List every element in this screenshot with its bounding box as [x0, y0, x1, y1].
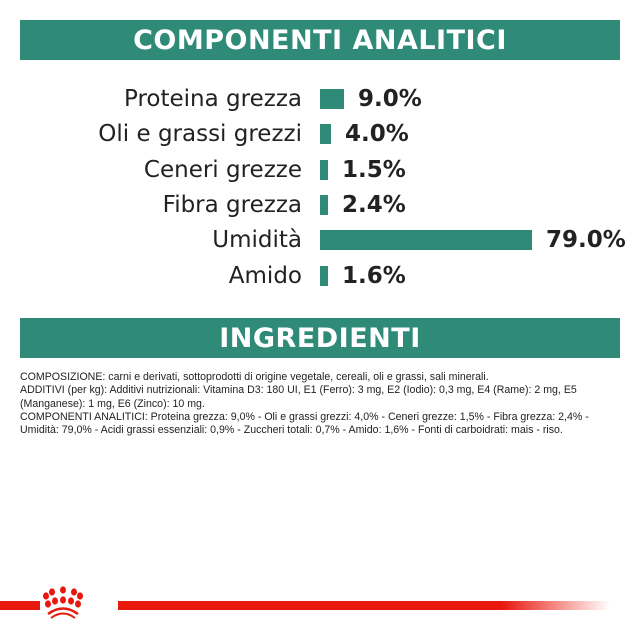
- analytic-header: COMPONENTI ANALITICI: [20, 20, 620, 60]
- component-value: 1.5%: [342, 157, 406, 183]
- component-row: Amido 1.6%: [0, 259, 640, 293]
- component-label: Fibra grezza: [162, 192, 302, 218]
- component-bar: [320, 89, 344, 109]
- additives-text: ADDITIVI (per kg): Additivi nutrizionali…: [20, 384, 577, 410]
- composition-text: COMPOSIZIONE: carni e derivati, sottopro…: [20, 371, 489, 383]
- component-row: Proteina grezza 9.0%: [0, 82, 640, 116]
- component-row: Fibra grezza 2.4%: [0, 188, 640, 222]
- component-bar: [320, 160, 328, 180]
- component-bar: [320, 230, 532, 250]
- component-bar: [320, 124, 331, 144]
- component-bar: [320, 195, 328, 215]
- ingredients-header: INGREDIENTI: [20, 318, 620, 358]
- component-row: Umidità 79.0%: [0, 223, 640, 257]
- component-bar: [320, 266, 328, 286]
- component-label: Ceneri grezze: [143, 157, 302, 183]
- component-value: 2.4%: [342, 192, 406, 218]
- component-label: Umidità: [212, 227, 302, 253]
- component-value: 9.0%: [358, 86, 422, 112]
- component-label: Proteina grezza: [124, 86, 302, 112]
- component-row: Oli e grassi grezzi 4.0%: [0, 117, 640, 151]
- component-value: 79.0%: [546, 227, 626, 253]
- component-value: 4.0%: [345, 121, 409, 147]
- analytic-text: COMPONENTI ANALITICI: Proteina grezza: 9…: [20, 410, 589, 437]
- component-label: Oli e grassi grezzi: [98, 121, 302, 147]
- ingredients-text: COMPOSIZIONE: carni e derivati, sottopro…: [20, 371, 630, 437]
- component-value: 1.6%: [342, 263, 406, 289]
- royal-canin-crown-logo: [43, 586, 83, 619]
- brand-line-right: [118, 601, 610, 610]
- component-label: Amido: [228, 263, 302, 289]
- brand-line-left: [0, 601, 40, 610]
- component-row: Ceneri grezze 1.5%: [0, 153, 640, 187]
